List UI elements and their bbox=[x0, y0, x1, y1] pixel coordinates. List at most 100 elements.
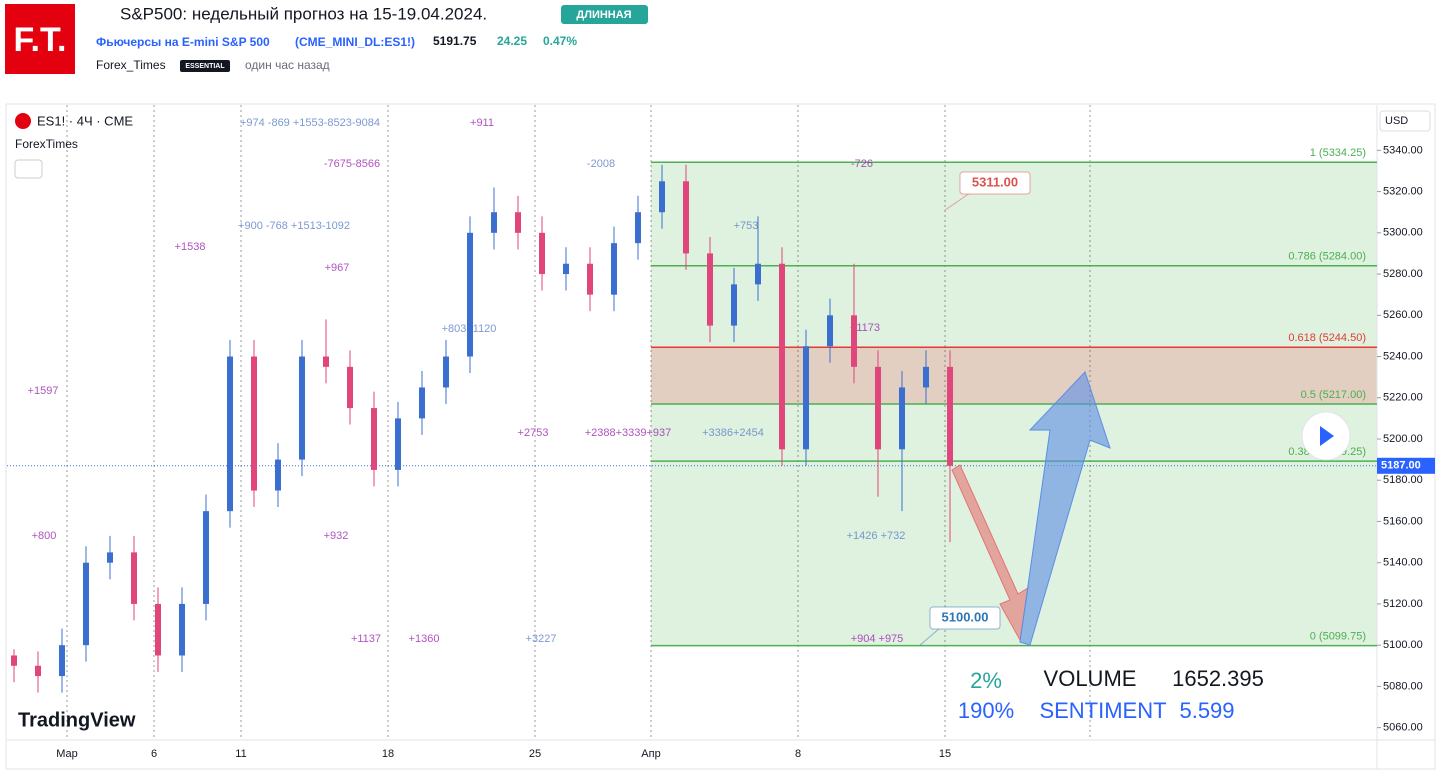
candle-body bbox=[731, 284, 737, 326]
stat-sentiment-pct: 190% bbox=[958, 698, 1014, 723]
last-price-box bbox=[1377, 457, 1435, 474]
y-tick-label: 5340.00 bbox=[1383, 144, 1423, 156]
date-label: 11 bbox=[235, 748, 246, 760]
date-label: 15 bbox=[939, 748, 951, 760]
volume-label: +1173 bbox=[850, 322, 880, 334]
candle-body bbox=[203, 511, 209, 604]
collapse-button[interactable] bbox=[14, 159, 43, 179]
last-price: 5187.00 bbox=[1381, 460, 1421, 472]
candle-body bbox=[779, 263, 785, 450]
volume-label: +900 -768 +1513-1092 bbox=[238, 220, 350, 232]
fib-label: 1 (5334.25) bbox=[1310, 147, 1366, 159]
y-tick-label: 5260.00 bbox=[1383, 309, 1423, 321]
y-tick-label: 5160.00 bbox=[1383, 515, 1423, 527]
idea-title[interactable]: S&P500: недельный прогноз на 15-19.04.20… bbox=[120, 4, 487, 23]
fib-label: 0 (5099.75) bbox=[1310, 631, 1366, 643]
candle-body bbox=[35, 665, 41, 677]
date-label: 25 bbox=[529, 748, 541, 760]
y-tick-label: 5060.00 bbox=[1383, 722, 1423, 734]
candle-body bbox=[467, 232, 473, 357]
candle-body bbox=[875, 366, 881, 450]
author[interactable]: Forex_Times bbox=[96, 58, 166, 72]
candle-body bbox=[59, 645, 65, 677]
candle-body bbox=[443, 356, 449, 388]
target-label: 5311.00 bbox=[972, 174, 1018, 189]
volume-label: -2008 bbox=[587, 158, 615, 170]
candle-body bbox=[155, 603, 161, 656]
candle-body bbox=[947, 366, 953, 466]
candle-body bbox=[563, 263, 569, 275]
target-pointer bbox=[944, 192, 971, 211]
date-label: 6 bbox=[151, 748, 157, 760]
y-tick-label: 5320.00 bbox=[1383, 185, 1423, 197]
candle-body bbox=[803, 346, 809, 450]
volume-label: +2388+3339+937 bbox=[585, 427, 672, 439]
target-label: 5100.00 bbox=[942, 609, 989, 624]
volume-label: +1360 bbox=[409, 633, 440, 645]
candle-body bbox=[419, 387, 425, 419]
volume-label: +911 bbox=[470, 117, 494, 129]
volume-label: +967 bbox=[325, 262, 350, 274]
candle-body bbox=[491, 212, 497, 233]
y-tick-label: 5080.00 bbox=[1383, 680, 1423, 692]
candle-body bbox=[299, 356, 305, 460]
y-tick-label: 5300.00 bbox=[1383, 227, 1423, 239]
symbol[interactable]: (CME_MINI_DL:ES1!) bbox=[295, 35, 415, 49]
chart-symbol: ES1! · 4Ч · CME bbox=[37, 113, 133, 128]
candle-body bbox=[539, 232, 545, 275]
volume-label: -7675-8566 bbox=[324, 158, 380, 170]
stat-volume-pct: 2% bbox=[970, 668, 1002, 693]
candle-body bbox=[275, 459, 281, 491]
y-tick-label: 5280.00 bbox=[1383, 268, 1423, 280]
date-label: 8 bbox=[795, 748, 801, 760]
volume-label: +3227 bbox=[526, 633, 557, 645]
stat-sentiment: 5.599 bbox=[1179, 698, 1234, 723]
candle-body bbox=[587, 263, 593, 295]
date-label: 18 bbox=[382, 748, 394, 760]
candle-body bbox=[635, 212, 641, 244]
candle-body bbox=[659, 181, 665, 213]
candle-body bbox=[707, 253, 713, 326]
candle-body bbox=[395, 418, 401, 470]
currency[interactable]: USD bbox=[1385, 115, 1408, 127]
candle-body bbox=[323, 356, 329, 367]
volume-label: +1426 +732 bbox=[847, 530, 906, 542]
plot: Мар 6 11 18 25 Апр 8 15 5060.00 5080.00 5100.00 512… bbox=[7, 105, 1435, 769]
indicator: ForexTimes bbox=[15, 137, 78, 151]
candle-body bbox=[251, 356, 257, 491]
candle-body bbox=[371, 408, 377, 470]
logo: F.T. bbox=[14, 21, 67, 59]
instrument[interactable]: Фьючерсы на E-mini S&P 500 bbox=[96, 35, 270, 49]
volume-label: -726 bbox=[851, 158, 873, 170]
candle-body bbox=[131, 552, 137, 604]
y-tick-label: 5140.00 bbox=[1383, 557, 1423, 569]
time: один час назад bbox=[245, 58, 330, 72]
volume-label: +3386+2454 bbox=[702, 427, 764, 439]
volume-label: +932 bbox=[324, 530, 349, 542]
candle-body bbox=[179, 603, 185, 656]
stat-sentiment-label: SENTIMENT bbox=[1039, 698, 1166, 723]
currency-box[interactable] bbox=[1379, 110, 1431, 132]
logo-box bbox=[5, 4, 75, 74]
brand: TradingView bbox=[18, 709, 136, 731]
target-pointer bbox=[919, 627, 941, 646]
candle-body bbox=[683, 181, 689, 254]
fib-label: 0.618 (5244.50) bbox=[1288, 332, 1366, 344]
play-icon[interactable] bbox=[1320, 426, 1334, 446]
candle-body bbox=[515, 212, 521, 233]
target-box bbox=[929, 606, 1001, 630]
date-label: Мар bbox=[56, 748, 78, 760]
fib-label: 0.786 (5284.00) bbox=[1288, 251, 1366, 263]
change-pct: 0.47% bbox=[543, 34, 577, 48]
candle-body bbox=[755, 263, 761, 285]
y-tick-label: 5120.00 bbox=[1383, 598, 1423, 610]
volume-label: +904 +975 bbox=[851, 633, 904, 645]
candle-body bbox=[827, 315, 833, 347]
up-arrow bbox=[1019, 371, 1111, 646]
candle-body bbox=[611, 243, 617, 295]
date-label: Апр bbox=[641, 748, 660, 760]
candle-body bbox=[11, 655, 17, 666]
candle-body bbox=[923, 366, 929, 388]
y-tick-label: 5100.00 bbox=[1383, 639, 1423, 651]
